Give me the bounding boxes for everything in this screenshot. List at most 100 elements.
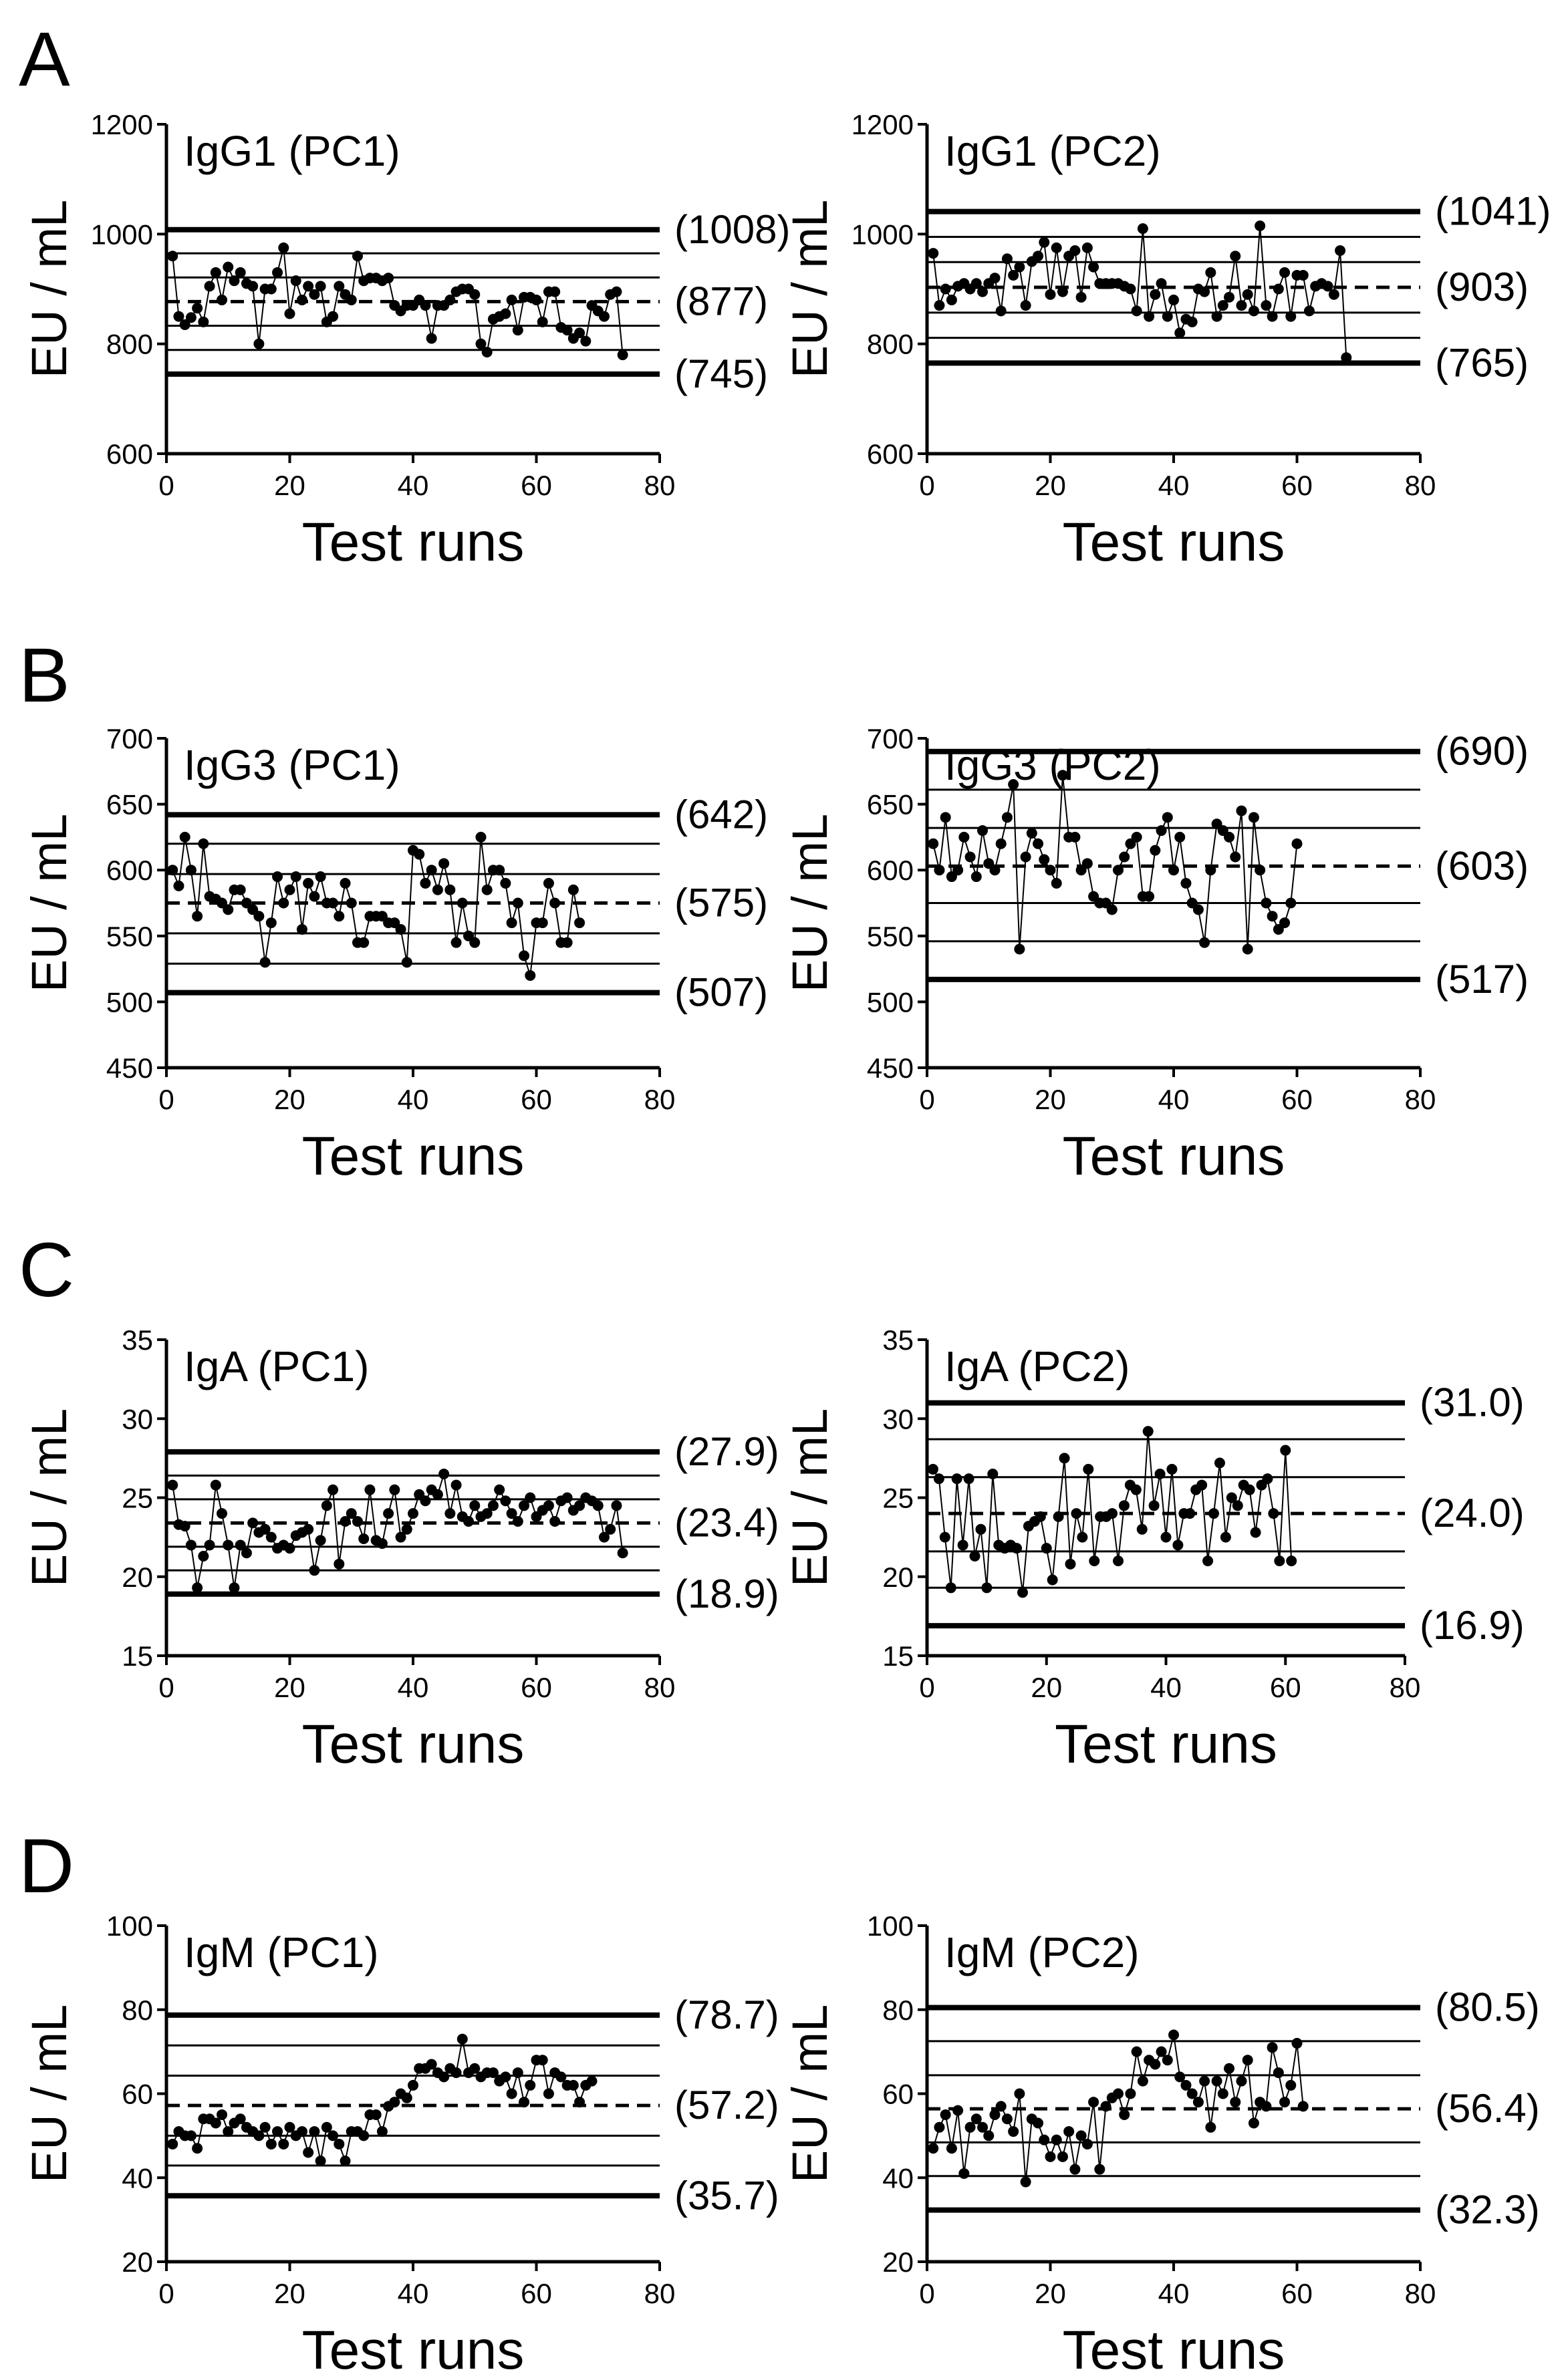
y-axis-title: EU / mL	[21, 200, 77, 378]
data-point	[549, 286, 561, 297]
y-axis-title: EU / mL	[21, 2004, 77, 2183]
data-point	[1255, 220, 1266, 232]
data-point	[957, 1539, 968, 1551]
y-tick-label: 450	[106, 1052, 153, 1084]
data-point	[1166, 1463, 1178, 1475]
data-point	[611, 1500, 622, 1511]
x-tick-label: 20	[1035, 1084, 1066, 1115]
data-point	[1106, 904, 1118, 915]
data-point	[1047, 1574, 1058, 1586]
data-point	[989, 273, 1001, 284]
data-point	[1112, 865, 1124, 876]
data-point	[1261, 2101, 1272, 2112]
data-point	[1174, 831, 1186, 843]
data-point	[1077, 1531, 1088, 1543]
chart-title: IgG1 (PC1)	[184, 127, 400, 175]
data-point	[481, 346, 493, 357]
value-label-1: (690)	[1435, 729, 1529, 774]
data-point	[173, 880, 184, 891]
data-point	[1274, 1555, 1285, 1567]
value-label-2: (23.4)	[674, 1500, 779, 1545]
value-label-3: (32.3)	[1435, 2188, 1540, 2232]
value-label-2: (903)	[1435, 265, 1529, 309]
data-point	[334, 911, 345, 922]
data-point	[253, 338, 265, 349]
data-point	[1248, 2117, 1259, 2129]
data-point	[1242, 289, 1253, 300]
data-point	[963, 1473, 974, 1485]
data-point	[432, 884, 443, 895]
data-point	[328, 897, 339, 909]
data-point	[247, 1517, 259, 1529]
data-point	[1144, 891, 1155, 902]
data-point	[574, 327, 585, 339]
data-point	[210, 2117, 221, 2129]
data-point	[1041, 1543, 1052, 1554]
data-point	[611, 286, 622, 297]
data-point	[217, 2109, 228, 2120]
y-tick-label: 1000	[91, 218, 153, 250]
data-point	[1001, 812, 1013, 823]
data-point	[940, 283, 951, 295]
y-tick-label: 600	[106, 855, 153, 886]
x-axis-title: Test runs	[302, 512, 525, 573]
x-tick-label: 20	[274, 1672, 305, 1703]
y-tick-label: 1000	[852, 218, 914, 250]
data-point	[204, 1539, 215, 1551]
y-axis-title: EU / mL	[782, 2004, 837, 2183]
data-point	[1045, 2151, 1056, 2162]
x-tick-label: 60	[521, 470, 552, 501]
data-point	[1202, 1555, 1214, 1567]
x-tick-label: 80	[1390, 1672, 1421, 1703]
value-label-2: (57.2)	[674, 2083, 779, 2127]
x-tick-label: 0	[158, 470, 174, 501]
data-point	[1069, 2164, 1081, 2175]
x-tick-label: 0	[158, 2278, 174, 2309]
data-point	[1131, 305, 1142, 317]
data-point	[444, 1508, 456, 1519]
chart-title: IgM (PC2)	[944, 1928, 1140, 1976]
data-point	[235, 884, 246, 895]
data-point	[1208, 1508, 1219, 1519]
data-point	[1001, 253, 1013, 265]
data-point	[1291, 838, 1303, 849]
data-point	[223, 1539, 234, 1551]
data-point	[580, 335, 592, 347]
data-point	[469, 289, 481, 300]
data-point	[1008, 779, 1019, 790]
data-point	[210, 1479, 221, 1491]
x-tick-label: 20	[274, 2278, 305, 2309]
data-point	[1125, 283, 1136, 295]
data-point	[1014, 261, 1025, 273]
x-axis-title: Test runs	[1063, 2320, 1285, 2380]
x-tick-label: 60	[1281, 1084, 1313, 1115]
y-tick-label: 550	[106, 921, 153, 952]
data-point	[1089, 1555, 1100, 1567]
data-point	[272, 871, 283, 883]
y-tick-label: 450	[867, 1052, 914, 1084]
data-point	[315, 1535, 326, 1546]
data-point	[951, 1473, 962, 1485]
y-tick-label: 15	[122, 1640, 153, 1672]
data-point	[574, 1500, 585, 1511]
data-point	[1220, 1531, 1231, 1543]
data-point	[970, 278, 982, 289]
data-point	[487, 2067, 499, 2079]
value-label-3: (507)	[674, 970, 768, 1015]
data-point	[1242, 943, 1253, 955]
data-point	[1244, 1484, 1255, 1495]
data-point	[1262, 1473, 1273, 1485]
chart-6: 15 20 25 30 35 0 20 40 60 80 IgA (PC2) Test runs EU …	[782, 1324, 1525, 1775]
data-point	[1051, 242, 1062, 253]
data-point	[927, 1463, 938, 1475]
data-point	[506, 2088, 517, 2099]
chart-title: IgA (PC2)	[944, 1342, 1130, 1390]
chart-5: 15 20 25 30 35 0 20 40 60 80 IgA (PC1) Test runs EU …	[21, 1324, 779, 1775]
data-point	[259, 957, 271, 968]
value-label-1: (80.5)	[1435, 1985, 1540, 2030]
data-point	[1192, 2097, 1204, 2108]
data-point	[1280, 1445, 1291, 1456]
data-point	[1051, 2134, 1062, 2145]
x-tick-label: 0	[158, 1084, 174, 1115]
